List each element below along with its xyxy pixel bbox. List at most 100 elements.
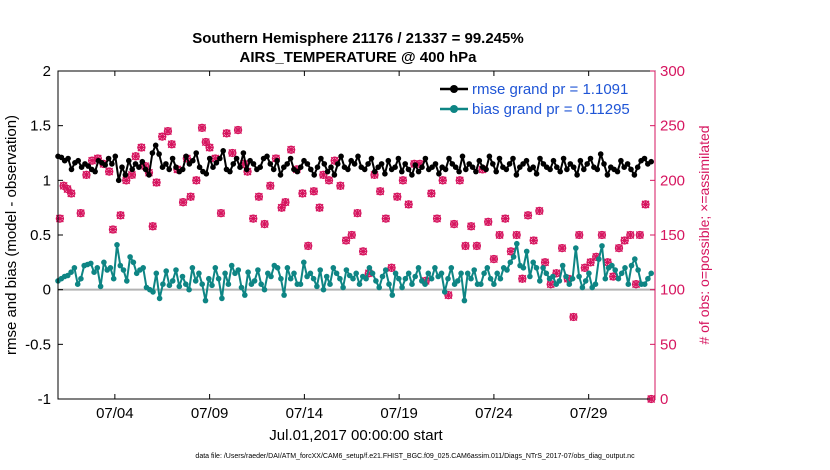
rmse-point bbox=[324, 168, 331, 175]
bias-point bbox=[251, 278, 258, 284]
bias-point bbox=[310, 275, 317, 282]
rmse-point bbox=[129, 166, 135, 173]
rmse-point bbox=[237, 164, 243, 170]
bias-point bbox=[101, 259, 107, 266]
bias-point bbox=[432, 265, 438, 271]
rmse-point bbox=[193, 150, 199, 156]
rmse-point bbox=[570, 164, 577, 170]
right-axis-ticks: 0 50 100 150 200 250 300 bbox=[650, 63, 685, 408]
obs-count-point bbox=[131, 152, 140, 161]
rmse-point bbox=[550, 157, 557, 164]
rmse-point bbox=[277, 172, 284, 178]
rmse-point bbox=[456, 168, 462, 175]
bias-point bbox=[622, 265, 628, 271]
rmse-point bbox=[321, 161, 328, 167]
bias-point bbox=[127, 254, 133, 260]
rmse-point bbox=[227, 168, 233, 175]
rmse-point bbox=[210, 164, 216, 170]
rmse-point bbox=[503, 166, 510, 173]
rmse-point bbox=[68, 166, 75, 173]
obs-count-point bbox=[529, 236, 538, 245]
y-tick-label: -0.5 bbox=[25, 336, 51, 353]
obs-count-point bbox=[432, 214, 442, 223]
rmse-point bbox=[436, 171, 442, 177]
rmse-point bbox=[109, 161, 115, 167]
bias-point bbox=[222, 270, 228, 277]
rmse-point bbox=[533, 171, 540, 177]
obs-count-point bbox=[55, 214, 65, 223]
obs-count-point bbox=[455, 176, 464, 185]
bias-point bbox=[510, 254, 517, 260]
bias-point bbox=[461, 297, 468, 304]
right-tick-label: 300 bbox=[660, 63, 685, 80]
rmse-point bbox=[284, 161, 291, 167]
rmse-point bbox=[473, 168, 479, 175]
rmse-point bbox=[587, 155, 594, 162]
obs-count-point bbox=[222, 129, 231, 138]
obs-count-point bbox=[108, 225, 118, 234]
y-tick-label: 2 bbox=[43, 63, 51, 80]
obs-count-point bbox=[635, 230, 644, 240]
rmse-point bbox=[230, 161, 237, 167]
rmse-point bbox=[412, 162, 419, 168]
obs-count-point bbox=[641, 200, 650, 209]
rmse-point bbox=[318, 155, 324, 162]
rmse-point bbox=[115, 177, 122, 184]
bias-point bbox=[441, 289, 448, 295]
obs-count-point bbox=[167, 140, 176, 149]
obs-count-point bbox=[523, 211, 533, 220]
obs-count-point bbox=[178, 198, 188, 207]
bias-point bbox=[533, 265, 540, 271]
bias-point bbox=[173, 267, 179, 273]
right-tick-label: 250 bbox=[660, 118, 685, 135]
rmse-point bbox=[459, 153, 466, 160]
rmse-point bbox=[419, 164, 425, 170]
bias-point bbox=[579, 284, 586, 291]
rmse-point bbox=[604, 172, 611, 178]
rmse-point bbox=[574, 172, 580, 178]
bias-point bbox=[169, 278, 176, 284]
rmse-point bbox=[243, 166, 250, 173]
y-tick-label: -1 bbox=[38, 391, 51, 408]
bias-point bbox=[576, 273, 582, 280]
bias-point bbox=[350, 275, 356, 282]
obs-count-point bbox=[393, 192, 402, 201]
bias-point bbox=[130, 259, 137, 266]
bias-point bbox=[68, 269, 74, 276]
bias-point bbox=[376, 284, 383, 291]
bias-point bbox=[471, 267, 478, 273]
bias-point bbox=[481, 270, 487, 277]
obs-count-point bbox=[277, 203, 286, 212]
obs-count-point bbox=[82, 170, 91, 180]
bias-point bbox=[163, 268, 169, 274]
rmse-point bbox=[361, 166, 368, 173]
bias-point bbox=[625, 281, 632, 288]
bias-point bbox=[278, 275, 284, 282]
bias-point bbox=[537, 278, 543, 284]
rmse-point bbox=[560, 155, 567, 162]
bias-point bbox=[327, 281, 333, 288]
bias-point bbox=[179, 273, 186, 280]
bias-point bbox=[523, 248, 530, 255]
rmse-point bbox=[399, 168, 405, 175]
obs-count-point bbox=[353, 208, 362, 218]
bias-point bbox=[569, 275, 576, 282]
rmse-point bbox=[75, 157, 81, 164]
obs-count-point bbox=[427, 189, 436, 198]
rmse-point bbox=[537, 155, 543, 162]
bias-point bbox=[255, 267, 261, 273]
rmse-point bbox=[183, 153, 189, 160]
bias-point bbox=[609, 262, 615, 269]
obs-count-point bbox=[580, 263, 590, 272]
obs-count-point bbox=[298, 189, 307, 198]
obs-count-point bbox=[597, 230, 607, 240]
bias-point bbox=[301, 259, 307, 266]
rmse-point bbox=[220, 148, 226, 154]
bias-point bbox=[504, 267, 510, 273]
rmse-point bbox=[105, 155, 112, 162]
obs-count-point bbox=[319, 170, 328, 180]
bias-point bbox=[274, 265, 281, 271]
rmse-point bbox=[365, 161, 371, 167]
bias-point bbox=[379, 273, 386, 280]
obs-count-point bbox=[201, 137, 210, 147]
